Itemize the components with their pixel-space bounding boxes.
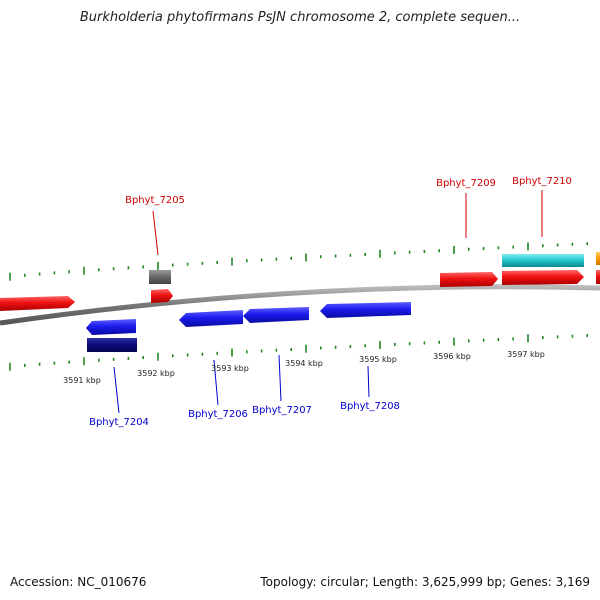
scale-label-3595: 3595 kbp	[359, 355, 397, 364]
gene-label-bphyt-7205[interactable]: Bphyt_7205	[125, 195, 185, 206]
cds-feature-bphyt-7204[interactable]	[87, 338, 137, 352]
gene-arrow-bphyt-7206[interactable]	[179, 310, 243, 327]
gene-label-bphyt-7204[interactable]: Bphyt_7204	[89, 417, 149, 428]
gene-arrow-bphyt-7210[interactable]	[502, 270, 584, 285]
accession-text: Accession: NC_010676	[10, 575, 147, 589]
scale-label-3592: 3592 kbp	[137, 369, 175, 378]
scale-label-3591: 3591 kbp	[63, 376, 101, 385]
gene-arrow-bphyt-7207[interactable]	[243, 307, 309, 323]
gene-label-bphyt-7209[interactable]: Bphyt_7209	[436, 178, 496, 189]
leader-line-bphyt-7204	[113, 366, 120, 414]
cds-feature-bphyt-7210[interactable]	[502, 254, 584, 267]
gene-arrow-bphyt-7209[interactable]	[440, 272, 498, 287]
scale-label-3593: 3593 kbp	[211, 364, 249, 373]
leader-line-bphyt-7208	[367, 365, 370, 398]
feature-gray-small[interactable]	[149, 270, 171, 284]
scale-label-3597: 3597 kbp	[507, 350, 545, 359]
leader-line-bphyt-7207	[278, 354, 282, 402]
map-title: Burkholderia phytofirmans PsJN chromosom…	[79, 10, 521, 25]
scale-label-3594: 3594 kbp	[285, 359, 323, 368]
leader-line-bphyt-7206	[213, 359, 219, 406]
leader-line-bphyt-7205	[152, 210, 159, 256]
gene-label-bphyt-7207[interactable]: Bphyt_7207	[252, 405, 312, 416]
outer-tick-row	[9, 242, 589, 281]
gene-label-bphyt-7210[interactable]: Bphyt_7210	[512, 176, 572, 187]
gene-arrow-bphyt-7204[interactable]	[86, 319, 136, 335]
gene-arrow-red-edge[interactable]	[596, 270, 600, 284]
genome-summary-text: Topology: circular; Length: 3,625,999 bp…	[260, 575, 590, 589]
feature-orange-edge[interactable]	[596, 252, 600, 265]
gene-label-bphyt-7206[interactable]: Bphyt_7206	[188, 409, 248, 420]
gene-arrow-bphyt-7208[interactable]	[320, 302, 411, 318]
chromosome-backbone	[0, 284, 600, 326]
scale-label-3596: 3596 kbp	[433, 352, 471, 361]
gene-label-bphyt-7208[interactable]: Bphyt_7208	[340, 401, 400, 412]
gene-arrow-red-left[interactable]	[0, 296, 75, 311]
gene-arrow-bphyt-7205[interactable]	[151, 289, 173, 303]
inner-tick-row	[9, 334, 589, 371]
